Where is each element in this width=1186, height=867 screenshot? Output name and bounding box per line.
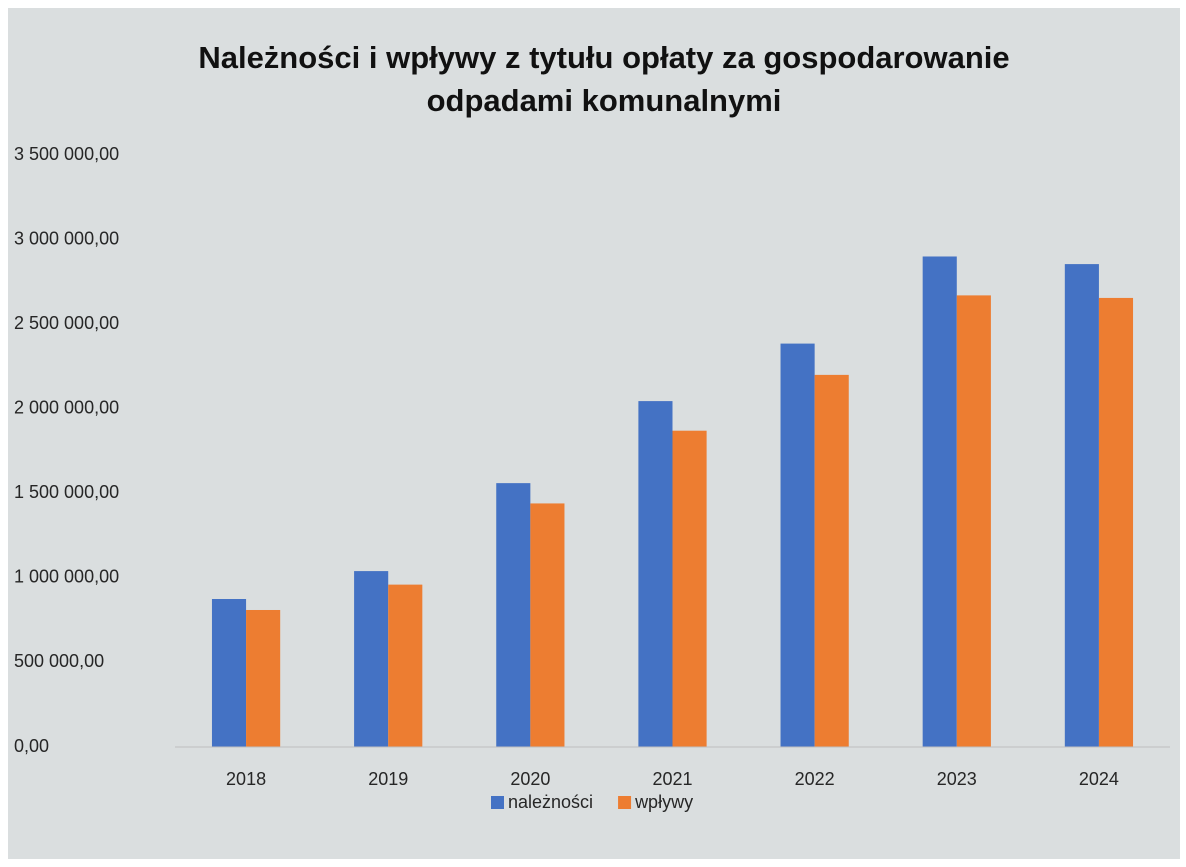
chart-title: odpadami komunalnymi <box>427 83 782 118</box>
chart-title: Należności i wpływy z tytułu opłaty za g… <box>198 40 1009 75</box>
x-tick-label: 2023 <box>937 769 977 789</box>
bar <box>814 374 849 747</box>
y-tick-label: 1 500 000,00 <box>14 482 119 502</box>
bar <box>638 401 673 747</box>
x-tick-label: 2021 <box>652 769 692 789</box>
bar <box>246 609 281 747</box>
y-tick-label: 1 000 000,00 <box>14 567 119 587</box>
x-tick-label: 2019 <box>368 769 408 789</box>
legend-swatch <box>491 796 504 809</box>
bar <box>354 571 389 747</box>
y-tick-label: 3 000 000,00 <box>14 228 119 248</box>
x-tick-label: 2024 <box>1079 769 1119 789</box>
bar <box>496 483 531 747</box>
bar <box>388 584 423 747</box>
bar <box>922 256 957 747</box>
legend-swatch <box>618 796 632 809</box>
y-tick-label: 0,00 <box>14 736 49 756</box>
bar <box>1064 264 1099 747</box>
x-tick-label: 2020 <box>510 769 550 789</box>
y-tick-label: 2 500 000,00 <box>14 313 119 333</box>
y-tick-label: 3 500 000,00 <box>14 144 119 164</box>
y-tick-label: 500 000,00 <box>14 651 104 671</box>
bar <box>530 503 565 747</box>
bar <box>1098 297 1134 747</box>
bar <box>956 295 991 747</box>
bar <box>780 343 815 747</box>
y-tick-label: 2 000 000,00 <box>14 397 119 417</box>
bar <box>672 430 707 747</box>
legend-label: wpływy <box>634 792 693 812</box>
bar <box>211 599 247 747</box>
chart-background <box>8 8 1180 859</box>
legend-label: należności <box>508 792 593 812</box>
x-tick-label: 2018 <box>226 769 266 789</box>
x-tick-label: 2022 <box>795 769 835 789</box>
